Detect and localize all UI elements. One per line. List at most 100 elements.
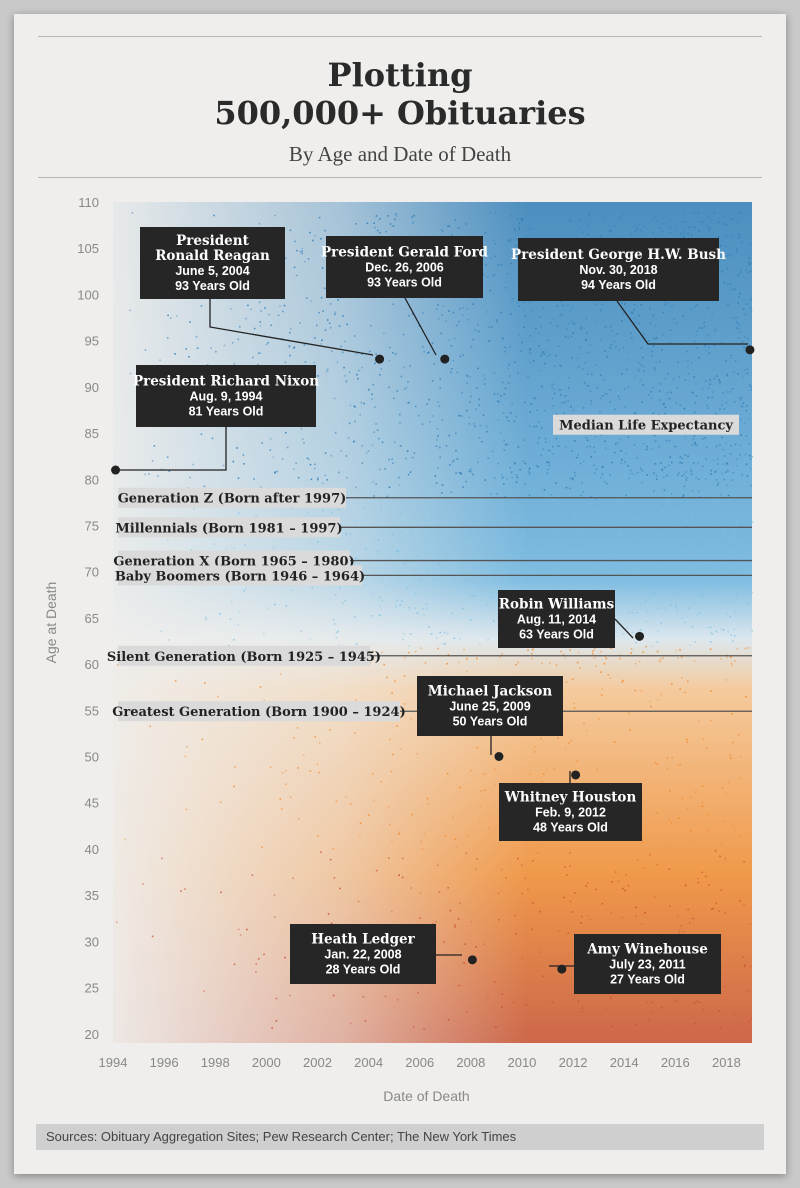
data-point: [639, 467, 642, 470]
data-point: [407, 473, 410, 476]
data-point: [528, 301, 531, 303]
data-point: [441, 314, 443, 316]
data-point: [391, 692, 393, 694]
data-point: [333, 397, 336, 400]
data-point: [452, 459, 455, 462]
data-point: [377, 566, 379, 569]
data-point: [701, 221, 704, 223]
data-point: [695, 383, 697, 385]
data-point: [737, 734, 740, 736]
data-point: [549, 662, 551, 664]
data-point: [205, 618, 207, 621]
data-point: [196, 347, 199, 349]
data-point: [589, 578, 591, 580]
data-point: [640, 347, 643, 349]
annotation-name: Amy Winehouse: [586, 942, 708, 958]
data-point: [396, 599, 398, 602]
data-point: [688, 922, 691, 924]
data-point: [661, 469, 664, 472]
data-point: [652, 412, 655, 415]
data-point: [511, 476, 513, 479]
data-point: [621, 373, 623, 375]
data-point: [500, 868, 503, 871]
data-point: [641, 482, 643, 484]
data-point: [729, 656, 731, 658]
data-point: [686, 350, 688, 353]
data-point: [293, 346, 296, 349]
data-point: [609, 325, 612, 328]
data-point: [744, 647, 747, 650]
data-point: [421, 423, 424, 425]
data-point: [368, 388, 370, 391]
data-point: [316, 763, 319, 766]
data-point: [746, 475, 749, 478]
data-point: [628, 358, 630, 361]
data-point: [635, 321, 638, 324]
data-point: [285, 431, 287, 434]
data-point: [703, 325, 706, 328]
data-point: [569, 477, 572, 480]
data-point: [492, 620, 495, 622]
annotation-name: Heath Ledger: [311, 932, 415, 948]
data-point: [592, 650, 594, 652]
data-point: [724, 561, 726, 564]
data-point: [630, 233, 633, 235]
data-point: [285, 257, 287, 259]
data-point: [698, 478, 700, 480]
data-point: [220, 891, 222, 894]
data-point: [685, 573, 688, 575]
data-point: [462, 354, 464, 356]
data-point: [646, 610, 649, 612]
data-point: [725, 255, 728, 257]
data-point: [329, 326, 332, 329]
data-point: [457, 227, 460, 229]
data-point: [670, 604, 673, 606]
data-point: [498, 919, 500, 921]
data-point: [420, 647, 422, 649]
data-point: [599, 235, 602, 237]
data-point: [476, 746, 479, 749]
data-point: [636, 457, 638, 459]
data-point: [489, 339, 491, 342]
data-point: [562, 401, 564, 404]
data-point: [710, 641, 712, 643]
data-point: [470, 471, 473, 473]
data-point: [464, 579, 467, 582]
data-point: [558, 364, 561, 366]
data-point: [340, 345, 342, 348]
data-point: [650, 645, 653, 647]
data-point: [680, 656, 683, 659]
data-point: [160, 630, 163, 633]
data-point: [560, 650, 562, 653]
data-point: [529, 228, 532, 230]
data-point: [473, 564, 475, 567]
data-point: [720, 342, 723, 344]
data-point: [403, 703, 406, 705]
data-point: [531, 310, 534, 312]
data-point: [740, 756, 742, 758]
data-point: [636, 228, 639, 230]
annotation-leader: [113, 427, 227, 471]
data-point: [621, 459, 623, 461]
data-point: [646, 445, 648, 448]
data-point: [618, 438, 621, 440]
data-point: [591, 516, 593, 518]
annotation-box: [518, 238, 719, 301]
data-point: [430, 633, 433, 635]
data-point: [381, 441, 384, 444]
data-point: [678, 472, 680, 474]
data-point: [725, 792, 728, 795]
data-point: [564, 401, 566, 404]
data-point: [742, 308, 745, 310]
data-point: [489, 211, 491, 214]
data-point: [318, 742, 321, 744]
data-point: [334, 431, 337, 434]
data-point: [167, 314, 169, 317]
data-point: [387, 857, 390, 859]
annotation-name: Whitney Houston: [504, 790, 637, 806]
density-fade: [113, 202, 529, 1043]
data-point: [188, 356, 190, 358]
data-point: [653, 434, 656, 437]
data-point: [166, 539, 169, 542]
data-point: [711, 560, 713, 563]
